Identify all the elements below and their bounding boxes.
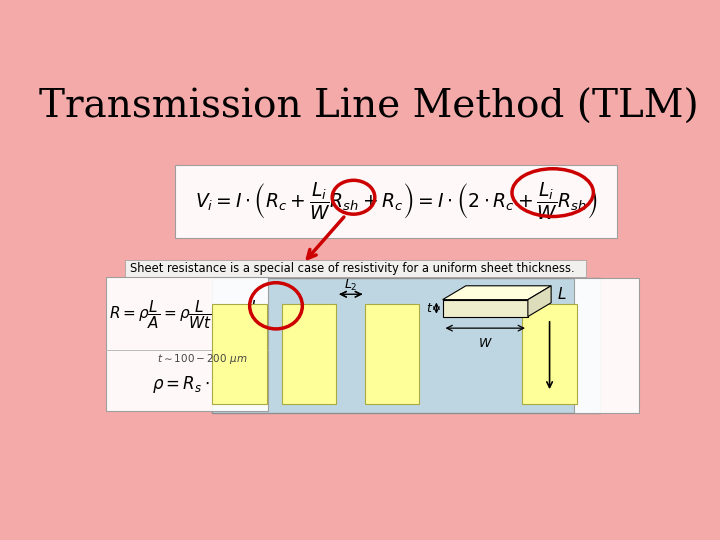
FancyBboxPatch shape <box>212 278 600 413</box>
Text: $\rho = R_s \cdot t$: $\rho = R_s \cdot t$ <box>152 374 222 395</box>
Bar <box>282 303 336 403</box>
FancyBboxPatch shape <box>106 276 269 411</box>
Text: $R = \rho\dfrac{L}{A} = \rho\dfrac{L}{Wt} = R_s\dfrac{L}{W}$: $R = \rho\dfrac{L}{A} = \rho\dfrac{L}{Wt… <box>109 299 265 332</box>
Polygon shape <box>528 286 551 316</box>
Text: $L$: $L$ <box>557 286 567 302</box>
Text: Transmission Line Method (TLM): Transmission Line Method (TLM) <box>39 89 699 126</box>
Text: $V_i = I \cdot \left( R_c + \dfrac{L_i}{W} R_{sh} + R_c \right) = I \cdot \left(: $V_i = I \cdot \left( R_c + \dfrac{L_i}{… <box>195 181 598 222</box>
Text: $t \sim 100-200\ \mu m$: $t \sim 100-200\ \mu m$ <box>157 352 248 366</box>
Polygon shape <box>443 286 551 300</box>
Polygon shape <box>443 300 528 316</box>
Text: $t$: $t$ <box>426 302 433 315</box>
Text: Sheet resistance is a special case of resistivity for a uniform sheet thickness.: Sheet resistance is a special case of re… <box>130 261 575 274</box>
Bar <box>365 303 419 403</box>
Bar <box>212 303 266 403</box>
FancyBboxPatch shape <box>575 278 639 413</box>
FancyBboxPatch shape <box>175 165 617 238</box>
Bar <box>523 303 577 403</box>
Text: $W$: $W$ <box>478 338 492 350</box>
FancyBboxPatch shape <box>125 260 586 276</box>
Text: $L_2$: $L_2$ <box>344 278 358 293</box>
